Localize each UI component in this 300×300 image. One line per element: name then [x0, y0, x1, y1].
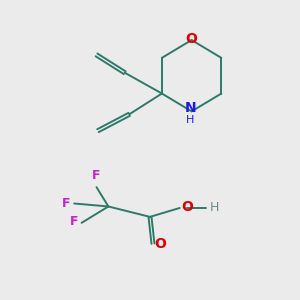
- Text: F: F: [62, 197, 70, 210]
- Text: N: N: [184, 101, 196, 116]
- Text: H: H: [209, 202, 219, 214]
- Text: O: O: [181, 200, 193, 214]
- Text: F: F: [70, 215, 78, 228]
- Text: O: O: [154, 237, 166, 251]
- Text: H: H: [186, 115, 194, 125]
- Text: O: O: [186, 32, 197, 46]
- Text: F: F: [92, 169, 101, 182]
